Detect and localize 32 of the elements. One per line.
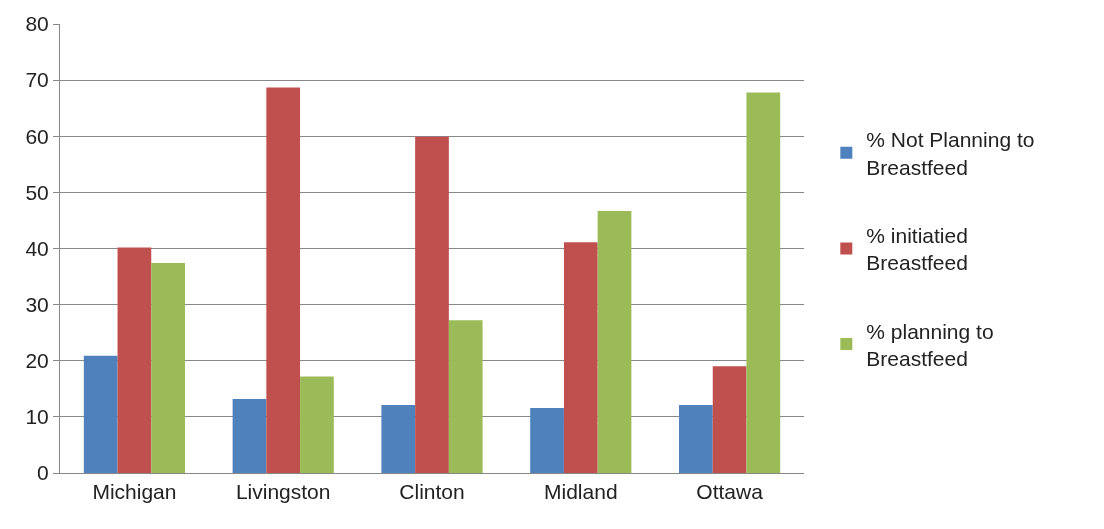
legend-label: % Not Planning to Breastfeed [866, 128, 1035, 179]
y-tick-label: 80 [25, 12, 49, 36]
legend-label: % initiatied Breastfeed [866, 223, 968, 275]
y-tick-label: 30 [25, 292, 49, 316]
bar [232, 398, 267, 473]
y-tick-label: 20 [25, 349, 49, 373]
y-tick-label: 40 [25, 236, 49, 260]
bar [530, 407, 564, 473]
bar [300, 376, 334, 473]
bar [83, 355, 118, 473]
x-tick-label: Midland [544, 480, 618, 504]
bar [448, 320, 483, 473]
y-tick-label: 50 [25, 180, 49, 204]
legend-label: % planning to Breastfeed [866, 319, 994, 370]
bar [746, 92, 781, 473]
bar [381, 405, 416, 473]
bar [563, 242, 598, 473]
bar [597, 210, 632, 473]
y-tick-label: 0 [37, 461, 49, 485]
y-tick-label: 70 [25, 68, 49, 92]
bar [415, 136, 449, 473]
bar [679, 405, 713, 473]
x-tick-label: Ottawa [696, 480, 764, 504]
bar [117, 247, 152, 473]
bar [712, 366, 747, 473]
y-tick-label: 60 [25, 124, 49, 148]
x-tick-label: Livingston [235, 480, 331, 504]
x-tick-label: Clinton [399, 480, 465, 504]
bar [151, 263, 185, 473]
y-tick-label: 10 [25, 405, 49, 429]
x-tick-label: Michigan [92, 480, 177, 504]
bar [266, 87, 301, 473]
